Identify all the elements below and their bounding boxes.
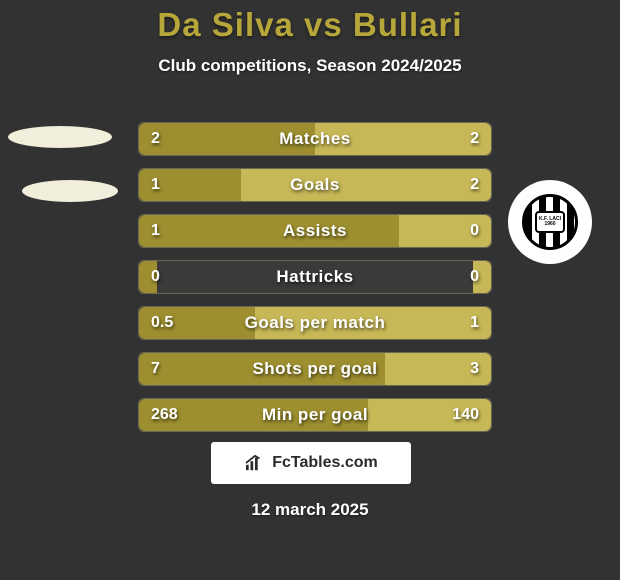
date-text: 12 march 2025 <box>0 500 620 520</box>
stat-row: 73Shots per goal <box>138 352 492 386</box>
club-ellipse <box>22 180 118 202</box>
stat-label: Goals <box>139 175 491 195</box>
stat-label: Matches <box>139 129 491 149</box>
stat-row: 00Hattricks <box>138 260 492 294</box>
stat-row: 10Assists <box>138 214 492 248</box>
stat-row: 0.51Goals per match <box>138 306 492 340</box>
footer-brand-text: FcTables.com <box>272 454 378 472</box>
right-club-badge: K.F. LACI 1960 <box>508 180 592 264</box>
stat-label: Min per goal <box>139 405 491 425</box>
subtitle: Club competitions, Season 2024/2025 <box>0 56 620 76</box>
badge-stripes: K.F. LACI 1960 <box>522 194 578 250</box>
footer-brand-box: FcTables.com <box>211 442 411 484</box>
badge-text-bottom: 1960 <box>544 222 555 227</box>
stats-rows: 22Matches 12Goals 10Assists 00Hattricks 0.51… <box>138 122 492 444</box>
stat-row: 268140Min per goal <box>138 398 492 432</box>
stat-row: 12Goals <box>138 168 492 202</box>
badge-center: K.F. LACI 1960 <box>535 211 565 233</box>
page-title: Da Silva vs Bullari <box>0 6 620 44</box>
stat-label: Assists <box>139 221 491 241</box>
club-ellipse <box>8 126 112 148</box>
stat-row: 22Matches <box>138 122 492 156</box>
comparison-card: Da Silva vs Bullari Club competitions, S… <box>0 0 620 580</box>
chart-icon <box>244 454 266 472</box>
stat-label: Shots per goal <box>139 359 491 379</box>
stat-label: Hattricks <box>139 267 491 287</box>
stat-label: Goals per match <box>139 313 491 333</box>
